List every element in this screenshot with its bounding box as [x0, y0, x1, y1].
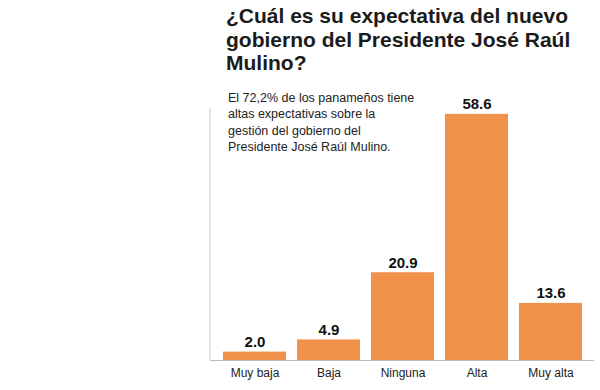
svg-text:Muy baja: Muy baja: [231, 366, 280, 380]
svg-text:Ninguna: Ninguna: [381, 366, 426, 380]
svg-text:Muy alta: Muy alta: [528, 366, 574, 380]
svg-text:4.9: 4.9: [319, 321, 340, 338]
svg-text:13.6: 13.6: [536, 284, 565, 301]
html-text:¿Cuál es su expectativa del nu: ¿Cuál es su expectativa del nuevo gobier…: [226, 4, 571, 74]
html-text:El 72,2% de los panameños tien: El 72,2% de los panameños tiene altas ex…: [228, 91, 415, 154]
svg-text:58.6: 58.6: [462, 95, 491, 112]
svg-text:Baja: Baja: [317, 366, 341, 380]
svg-text:2.0: 2.0: [245, 333, 266, 350]
svg-text:Alta: Alta: [467, 366, 488, 380]
svg-text:20.9: 20.9: [388, 254, 417, 271]
